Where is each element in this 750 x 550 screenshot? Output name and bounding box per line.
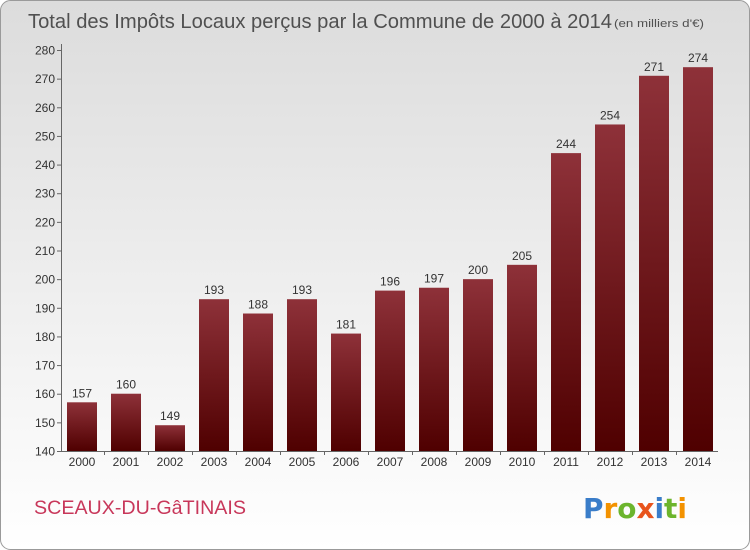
x-tick-label-2008: 2008 [421,455,448,469]
x-tick-label-2000: 2000 [69,455,96,469]
bar-2000 [67,402,97,451]
value-label-2005: 193 [292,283,312,297]
value-label-2001: 160 [116,378,136,392]
logo-letter: o [617,492,636,525]
bar-2005 [287,299,317,451]
x-tick-label-2009: 2009 [465,455,492,469]
y-tick-label: 140 [35,445,55,459]
bar-2014 [683,67,713,451]
y-tick-label: 170 [35,359,55,373]
logo-letter: i [677,492,687,525]
value-label-2011: 244 [556,137,576,151]
value-label-2008: 197 [424,272,444,286]
value-label-2002: 149 [160,409,180,423]
bar-2013 [639,75,669,452]
value-label-2013: 271 [644,60,664,74]
bar-2012 [595,124,625,451]
logo-letter: i [654,492,664,525]
bar-2011 [551,153,581,451]
x-tick-label-2005: 2005 [289,455,316,469]
y-tick-label: 230 [35,187,55,201]
value-label-2004: 188 [248,298,268,312]
x-tick-label-2010: 2010 [509,455,536,469]
logo-letter: t [664,492,677,525]
x-tick-label-2001: 2001 [113,455,140,469]
y-ticks: 140 150 160 170 180 190 200 210 220 230 240 250 260 2… [35,44,62,459]
bar-2007 [375,290,405,451]
bar-2003 [199,299,229,451]
x-tick-label-2007: 2007 [377,455,404,469]
x-tick-label-2004: 2004 [245,455,272,469]
x-tick-label-2012: 2012 [597,455,624,469]
value-label-2000: 157 [72,386,92,400]
x-tick-label-2006: 2006 [333,455,360,469]
y-tick-label: 200 [35,273,55,287]
y-tick-label: 160 [35,387,55,401]
commune-name: SCEAUX-DU-GâTINAIS [34,498,246,519]
y-axis: 140 150 160 170 180 190 200 210 220 230 240 250 260 2… [35,44,62,459]
y-tick-label: 180 [35,330,55,344]
bar-2008 [419,287,449,451]
x-ticks: 2000 2001 2002 2003 2004 2005 2006 2007 2008 2009… [69,451,712,469]
chart-subtitle: (en milliers d'€) [614,18,704,30]
y-tick-label: 260 [35,101,55,115]
bar-2001 [111,393,141,451]
logo-letter: x [636,492,654,525]
x-axis: 2000 2001 2002 2003 2004 2005 2006 2007 2008 2009… [61,451,718,469]
proxiti-logo: Proxiti [583,492,687,525]
y-tick-label: 220 [35,215,55,229]
y-tick-label: 150 [35,416,55,430]
value-labels: 157 160 149 193 188 193 181 196 197 200 205 244 254 2… [72,51,708,423]
x-tick-label-2002: 2002 [157,455,184,469]
value-label-2012: 254 [600,108,620,122]
y-tick-label: 280 [35,44,55,58]
value-label-2007: 196 [380,275,400,289]
y-tick-label: 240 [35,158,55,172]
logo-letter: P [583,492,603,525]
y-tick-label: 210 [35,244,55,258]
x-tick-label-2011: 2011 [553,455,579,469]
value-label-2014: 274 [688,51,708,65]
y-tick-label: 250 [35,129,55,143]
y-tick-label: 270 [35,72,55,86]
bar-2002 [155,425,185,451]
bars [67,67,713,452]
bar-2004 [243,313,273,451]
logo-letter: r [603,492,617,525]
x-tick-label-2003: 2003 [201,455,228,469]
x-tick-label-2014: 2014 [685,455,712,469]
value-label-2006: 181 [336,318,356,332]
value-label-2009: 200 [468,263,488,277]
bar-2006 [331,333,361,451]
y-tick-label: 190 [35,301,55,315]
value-label-2010: 205 [512,249,532,263]
bar-2009 [463,279,493,451]
x-tick-label-2013: 2013 [641,455,668,469]
bar-2010 [507,264,537,451]
chart-title: Total des Impôts Locaux perçus par la Co… [28,11,612,33]
value-label-2003: 193 [204,283,224,297]
